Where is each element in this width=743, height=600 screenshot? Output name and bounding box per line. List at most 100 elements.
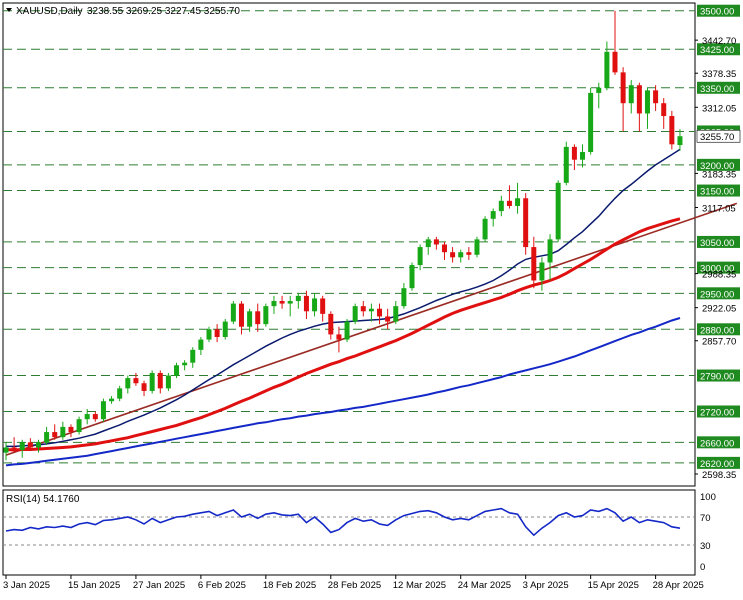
- candle-body: [644, 90, 650, 114]
- candle-body: [3, 447, 9, 453]
- candle-body: [255, 311, 261, 325]
- level-label-box: [697, 4, 740, 17]
- time-tick-label: 3 Apr 2025: [523, 580, 569, 591]
- candle-body: [571, 146, 577, 160]
- level-label: 3500.00: [700, 7, 734, 18]
- time-tick-label: 28 Apr 2025: [653, 580, 704, 591]
- candle-body: [377, 308, 383, 317]
- candle-body: [182, 362, 188, 366]
- candle-body: [547, 239, 553, 263]
- level-label-box: [697, 43, 740, 56]
- candle-body: [100, 401, 106, 420]
- candle-body: [133, 378, 139, 384]
- candle-body: [295, 295, 301, 302]
- level-label: 3050.00: [700, 238, 734, 249]
- level-label-box: [697, 261, 740, 274]
- candle-body: [190, 349, 196, 363]
- chart-frame: [2, 2, 696, 576]
- candle-body: [52, 432, 58, 438]
- level-label: 3350.00: [700, 84, 734, 95]
- candle-body: [636, 85, 642, 114]
- candle-body: [498, 200, 504, 212]
- current-price-label: 3255.70: [700, 132, 734, 143]
- candle-body: [620, 72, 626, 104]
- level-label: 3150.00: [700, 187, 734, 198]
- candle-body: [19, 442, 25, 451]
- candle-body: [92, 414, 98, 420]
- rsi-tick-label: 100: [700, 492, 716, 503]
- candle-body: [198, 339, 204, 350]
- candle-body: [661, 103, 667, 117]
- candle-body: [368, 308, 374, 312]
- candle-body: [230, 303, 236, 322]
- candle-body: [312, 298, 318, 312]
- candle-body: [425, 239, 431, 248]
- price-tick-label: 2922.05: [702, 304, 736, 315]
- candle-body: [555, 182, 561, 240]
- candle-body: [596, 87, 602, 93]
- candles: [3, 10, 683, 461]
- time-tick-label: 6 Feb 2025: [198, 580, 246, 591]
- candle-body: [417, 247, 423, 266]
- level-label-box: [697, 235, 740, 248]
- level-label: 2720.00: [700, 407, 734, 418]
- candle-body: [174, 365, 180, 376]
- ma-fast-line: [6, 148, 681, 448]
- candle-body: [515, 198, 521, 206]
- ma-mid-line: [5, 217, 681, 452]
- candle-body: [539, 262, 545, 281]
- candle-body: [336, 334, 342, 340]
- symbol-label: XAUUSD,Daily: [16, 6, 83, 17]
- level-label: 2880.00: [700, 325, 734, 336]
- candle-body: [612, 51, 618, 73]
- candle-body: [523, 198, 529, 248]
- rsi-tick-label: 0: [700, 562, 705, 573]
- candle-body: [247, 311, 253, 327]
- candle-body: [588, 92, 594, 153]
- candle-body: [401, 288, 407, 307]
- candle-body: [409, 265, 415, 289]
- time-tick-label: 3 Jan 2025: [3, 580, 50, 591]
- candle-body: [287, 301, 293, 304]
- level-label: 2660.00: [700, 438, 734, 449]
- candle-body: [206, 329, 212, 340]
- price-tick-label: 2857.70: [702, 337, 736, 348]
- candle-body: [44, 432, 50, 443]
- level-label: 2950.00: [700, 289, 734, 300]
- candle-body: [466, 252, 472, 255]
- candle-body: [149, 372, 155, 391]
- candle-body: [125, 378, 131, 389]
- time-axis: 3 Jan 2025 15 Jan 2025 27 Jan 2025 6 Feb 20…: [3, 575, 704, 591]
- price-tick-label: 3183.35: [702, 169, 736, 180]
- rsi-tick-label: 70: [700, 513, 711, 524]
- candle-body: [109, 398, 115, 402]
- level-label: 3000.00: [700, 264, 734, 275]
- candle-body: [393, 306, 399, 322]
- current-price-box: [696, 129, 741, 143]
- level-label: 2790.00: [700, 372, 734, 383]
- candle-body: [303, 295, 309, 312]
- price-tick-label: 2988.35: [702, 270, 736, 281]
- level-label-box: [697, 81, 740, 94]
- time-tick-label: 27 Jan 2025: [133, 580, 185, 591]
- candle-body: [11, 447, 17, 451]
- ma-slow-line: [5, 317, 681, 467]
- chart-header: XAUUSD,Daily 3238.55 3269.25 3227.45 325…: [6, 6, 240, 17]
- rsi-panel: 100 70 30 0: [3, 492, 716, 573]
- candle-body: [433, 239, 439, 245]
- candle-body: [263, 306, 269, 325]
- candle-body: [328, 313, 334, 335]
- candle-body: [580, 152, 586, 160]
- candle-body: [604, 51, 610, 88]
- price-panel-border: [2, 2, 696, 487]
- candle-body: [238, 303, 244, 327]
- price-tick-label: 3117.05: [702, 203, 736, 214]
- collapse-triangle-icon[interactable]: [6, 8, 12, 12]
- level-label-box: [697, 456, 740, 469]
- candle-body: [222, 321, 228, 337]
- level-label: 3200.00: [700, 161, 734, 172]
- candle-body: [482, 218, 488, 240]
- candle-body: [531, 247, 537, 281]
- time-tick-label: 18 Feb 2025: [263, 580, 316, 591]
- candle-body: [117, 388, 123, 399]
